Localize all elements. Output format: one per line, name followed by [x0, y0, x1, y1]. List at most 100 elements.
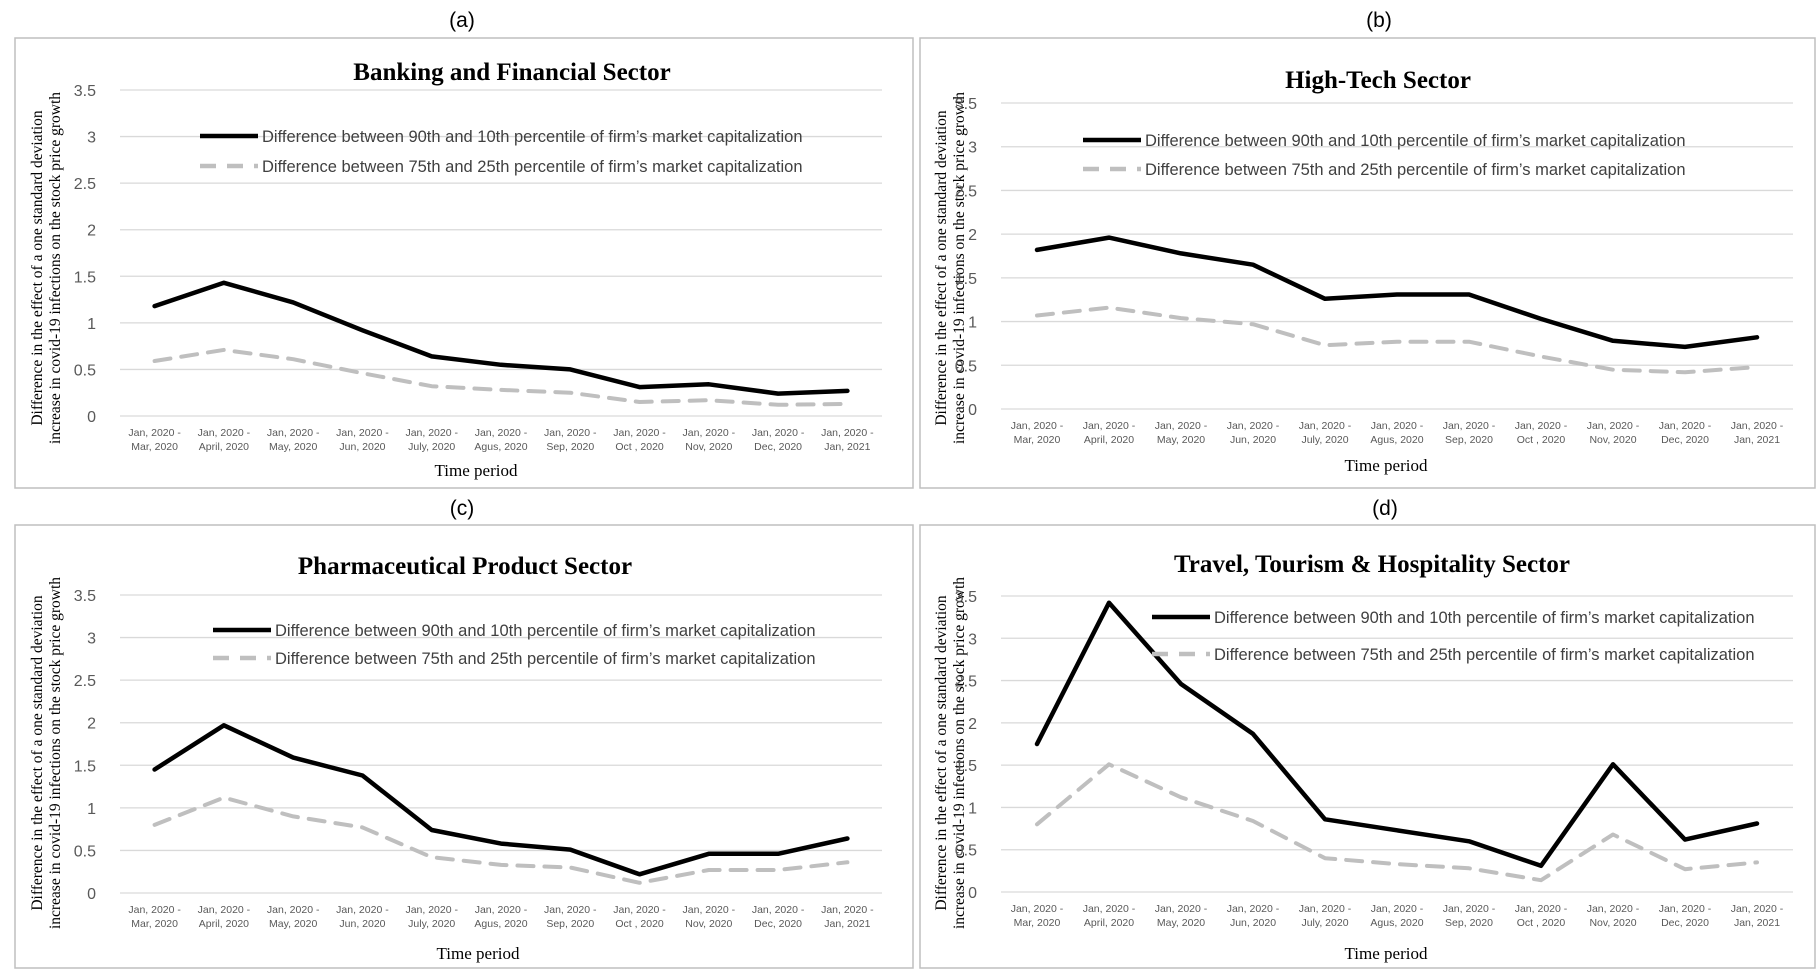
- x-tick-label: Jan, 2020 -: [405, 427, 458, 439]
- series-line-90-10: [152, 280, 850, 396]
- y-tick-label: 1: [968, 800, 977, 817]
- y-tick-label: 3: [87, 631, 96, 648]
- x-tick-label: Oct , 2020: [1517, 434, 1566, 446]
- x-tick-label: Jan, 2020 -: [1515, 903, 1568, 915]
- panel-d: (d) Travel, Tourism & Hospitality Sector…: [919, 497, 1816, 969]
- x-axis-label-b: Time period: [1345, 456, 1428, 475]
- x-tick-label: Jan, 2020 -: [1155, 420, 1208, 432]
- x-tick-label: Sep, 2020: [1445, 434, 1493, 446]
- y-tick-label: 0: [87, 886, 96, 903]
- x-tick-label: Jan, 2020 -: [1227, 903, 1280, 915]
- legend-entry-label: Difference between 90th and 10th percent…: [262, 128, 803, 146]
- x-tick-label: Jan, 2020 -: [267, 427, 320, 439]
- x-tick-label: Oct , 2020: [1517, 917, 1566, 929]
- x-tick-label: Jan, 2020 -: [544, 904, 597, 916]
- x-tick-label: July, 2020: [1301, 434, 1348, 446]
- x-tick-label: Jan, 2020 -: [1083, 420, 1136, 432]
- series-group-b: [1034, 235, 1760, 375]
- y-axis-label-line1: Difference in the effect of a one standa…: [933, 110, 950, 426]
- y-axis-label-a: Difference in the effect of a one standa…: [29, 92, 64, 444]
- series-line-75-25: [152, 795, 850, 885]
- x-tick-label: July, 2020: [1301, 917, 1348, 929]
- x-tick-label: Sep, 2020: [1445, 917, 1493, 929]
- x-tick-label: Jan, 2020 -: [1659, 903, 1712, 915]
- x-tick-label: Jun, 2020: [339, 441, 385, 453]
- chart-title-c: Pharmaceutical Product Sector: [298, 553, 632, 580]
- y-tick-label: 1.5: [74, 758, 96, 775]
- legend-entry-label: Difference between 90th and 10th percent…: [275, 622, 816, 640]
- chart-title-b: High-Tech Sector: [1285, 67, 1471, 94]
- x-tick-label: Agus, 2020: [474, 441, 527, 453]
- x-tick-label: Jan, 2020 -: [1587, 420, 1640, 432]
- x-tick-label: Dec, 2020: [754, 441, 802, 453]
- y-axis-label-line1: Difference in the effect of a one standa…: [29, 110, 46, 426]
- x-tick-label: Jun, 2020: [339, 918, 385, 930]
- x-tick-label: Mar, 2020: [131, 441, 178, 453]
- x-ticks-d: Jan, 2020 - Mar, 2020 Jan, 2020 - April, 20…: [1011, 903, 1784, 929]
- series-line-90-10: [1034, 235, 1760, 350]
- y-ticks-c: 0 0.5 1 1.5 2 2.5 3 3.5: [74, 588, 96, 903]
- x-tick-label: May, 2020: [269, 441, 317, 453]
- legend-c: Difference between 90th and 10th percent…: [213, 622, 816, 668]
- legend-d: Difference between 90th and 10th percent…: [1152, 609, 1755, 664]
- gridlines-b: [1001, 102, 1793, 410]
- x-tick-label: Jun, 2020: [1230, 434, 1276, 446]
- series-group-c: [152, 723, 850, 885]
- x-tick-label: Jan, 2020 -: [1659, 420, 1712, 432]
- y-ticks-a: 0 0.5 1 1.5 2 2.5 3 3.5: [74, 83, 96, 426]
- x-tick-label: July, 2020: [408, 918, 455, 930]
- x-tick-label: Jan, 2020 -: [1299, 420, 1352, 432]
- x-tick-label: Jan, 2020 -: [1371, 420, 1424, 432]
- x-tick-label: Jan, 2020 -: [128, 427, 181, 439]
- y-tick-label: 2.5: [74, 176, 96, 193]
- y-tick-label: 0.5: [74, 362, 96, 379]
- y-tick-label: 0.5: [74, 843, 96, 860]
- y-tick-label: 1: [87, 316, 96, 333]
- x-tick-label: Nov, 2020: [685, 441, 732, 453]
- panel-frame-d: [919, 524, 1816, 969]
- y-tick-label: 0.5: [955, 358, 977, 375]
- x-tick-label: Jan, 2020 -: [267, 904, 320, 916]
- x-tick-label: Nov, 2020: [1589, 434, 1636, 446]
- x-tick-label: Jan, 2020 -: [128, 904, 181, 916]
- y-axis-label-b: Difference in the effect of a one standa…: [933, 92, 968, 444]
- x-tick-label: Jan, 2020 -: [336, 904, 389, 916]
- panel-b: (b) High-Tech Sector Difference in the e…: [919, 9, 1816, 489]
- y-tick-label: 0.5: [955, 843, 977, 860]
- x-tick-label: April, 2020: [1084, 434, 1134, 446]
- x-tick-label: Jan, 2020 -: [1371, 903, 1424, 915]
- series-line-90-10: [152, 723, 850, 877]
- legend-entry-label: Difference between 90th and 10th percent…: [1145, 132, 1686, 150]
- x-tick-label: Jan, 2020 -: [1515, 420, 1568, 432]
- y-tick-label: 3.5: [74, 83, 96, 100]
- x-tick-label: Sep, 2020: [546, 441, 594, 453]
- x-tick-label: Dec, 2020: [1661, 434, 1709, 446]
- x-tick-label: Jan, 2020 -: [1011, 903, 1064, 915]
- x-tick-label: Nov, 2020: [685, 918, 732, 930]
- x-tick-label: Jan, 2020 -: [752, 904, 805, 916]
- y-tick-label: 2.5: [74, 673, 96, 690]
- x-tick-label: Jan, 2020 -: [475, 904, 528, 916]
- y-tick-label: 2: [968, 227, 977, 244]
- x-tick-label: Mar, 2020: [1014, 434, 1061, 446]
- y-tick-label: 0: [968, 402, 977, 419]
- y-ticks-d: 0 0.5 1 1.5 2 2.5 3 3.5: [955, 589, 977, 902]
- x-tick-label: May, 2020: [269, 918, 317, 930]
- x-tick-label: July, 2020: [408, 441, 455, 453]
- x-tick-label: Jan, 2020 -: [1731, 903, 1784, 915]
- x-tick-label: Jan, 2020 -: [683, 427, 736, 439]
- x-tick-label: May, 2020: [1157, 917, 1205, 929]
- y-axis-label-line2: increase in covid-19 infections on the s…: [951, 577, 968, 929]
- x-tick-label: Sep, 2020: [546, 918, 594, 930]
- x-tick-label: Oct , 2020: [615, 918, 664, 930]
- y-tick-label: 1: [87, 801, 96, 818]
- x-tick-label: Dec, 2020: [754, 918, 802, 930]
- x-tick-label: Jan, 2020 -: [544, 427, 597, 439]
- x-tick-label: Jan, 2020 -: [752, 427, 805, 439]
- legend-entry-label: Difference between 90th and 10th percent…: [1214, 609, 1755, 627]
- panel-a: (a) Banking and Financial Sector Differe…: [14, 9, 914, 489]
- x-axis-label-d: Time period: [1345, 944, 1428, 963]
- panel-label-b: (b): [1366, 9, 1392, 32]
- x-tick-label: Jan, 2020 -: [198, 904, 251, 916]
